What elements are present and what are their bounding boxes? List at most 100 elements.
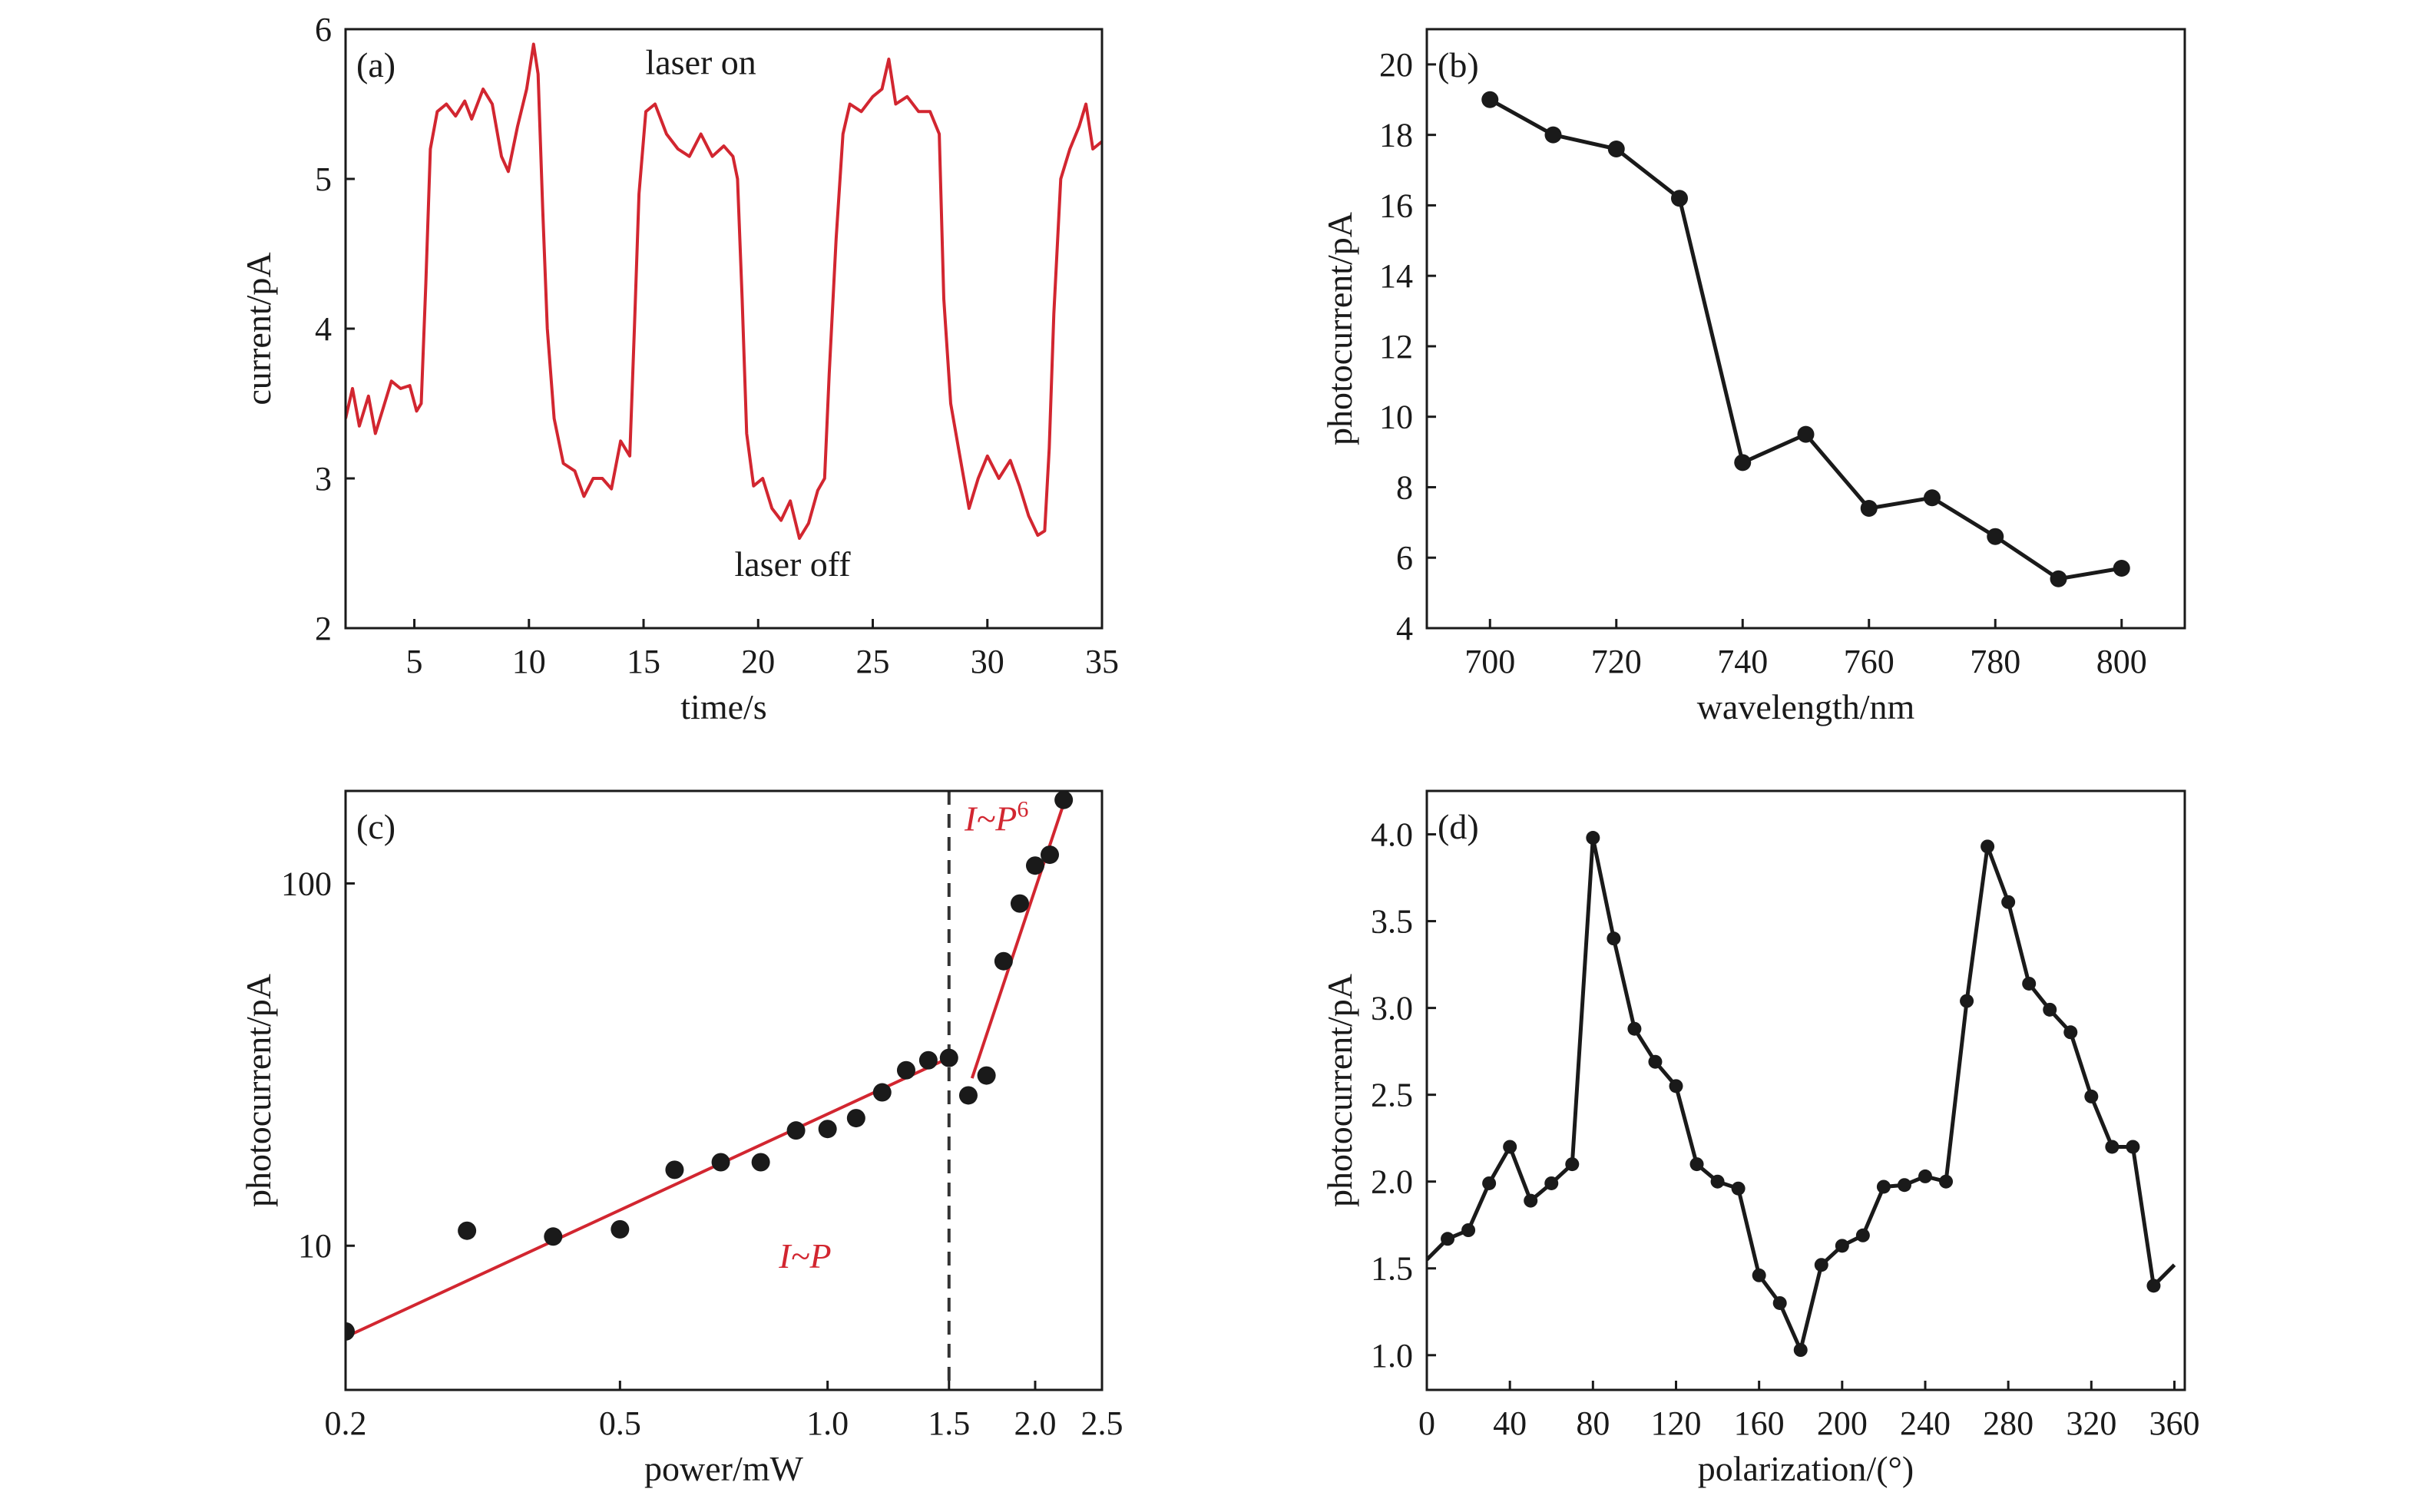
x-tick-label: 760 <box>1844 643 1894 680</box>
x-tick-label: 5 <box>406 643 423 680</box>
x-tick-label: 2.5 <box>1081 1404 1123 1442</box>
x-tick-label: 10 <box>512 643 546 680</box>
data-point <box>2126 1140 2140 1154</box>
y-tick-label: 12 <box>1379 328 1413 366</box>
data-point <box>2084 1089 2099 1103</box>
data-point <box>1041 845 1060 865</box>
x-tick-label: 0 <box>1418 1404 1435 1442</box>
data-point <box>958 1086 978 1105</box>
data-point <box>2146 1279 2161 1293</box>
data-point <box>2001 895 2016 909</box>
data-point <box>1482 1176 1497 1190</box>
data-point <box>1855 1228 1870 1242</box>
x-tick-label: 240 <box>1900 1404 1951 1442</box>
data-point <box>665 1160 684 1179</box>
data-point <box>977 1066 996 1085</box>
fit-line <box>970 795 1068 1079</box>
y-axis-title: current/pA <box>239 252 278 405</box>
data-point <box>1793 1343 1808 1357</box>
data-point <box>1524 1193 1538 1208</box>
data-point <box>1924 489 1941 507</box>
y-tick-label: 2.0 <box>1371 1163 1413 1201</box>
plot-area <box>1481 91 2130 587</box>
x-axis-title: time/s <box>680 687 766 726</box>
fit-label-text: I~P <box>778 1236 831 1275</box>
y-tick-label: 1.0 <box>1371 1337 1413 1375</box>
data-point <box>1586 831 1600 845</box>
data-point <box>939 1048 958 1067</box>
panel-label: (a) <box>356 45 395 84</box>
x-tick-label: 700 <box>1464 643 1515 680</box>
y-tick-label: 6 <box>315 11 332 48</box>
y-tick-label: 10 <box>298 1227 332 1265</box>
x-tick-label: 740 <box>1717 643 1768 680</box>
data-point <box>1710 1174 1725 1189</box>
data-point <box>1503 1140 1517 1154</box>
data-point <box>711 1153 730 1172</box>
y-tick-label: 16 <box>1379 187 1413 224</box>
data-point <box>1981 839 1995 854</box>
data-point <box>2043 1002 2057 1017</box>
data-point <box>1860 500 1878 517</box>
data-point <box>1481 91 1499 108</box>
data-point <box>1010 894 1029 913</box>
x-tick-label: 40 <box>1493 1404 1527 1442</box>
data-point <box>896 1060 915 1080</box>
data-point <box>1544 1176 1559 1190</box>
x-tick-label: 80 <box>1576 1404 1610 1442</box>
data-point <box>1441 1232 1455 1246</box>
data-point <box>1671 190 1688 207</box>
data-point <box>1752 1268 1766 1282</box>
data-point <box>2113 560 2130 577</box>
y-tick-label: 3 <box>315 460 332 498</box>
x-tick-label: 360 <box>2149 1404 2199 1442</box>
panel-label: (c) <box>356 807 395 846</box>
data-point <box>544 1227 563 1246</box>
fit-label-text: I~P <box>964 799 1017 838</box>
data-point <box>611 1219 630 1239</box>
panel-b: 700 720 740 760 780 800 4 6 8 10 12 14 16 18 20 wavelen… <box>1320 28 2186 726</box>
data-point <box>751 1153 770 1172</box>
y-tick-label: 14 <box>1379 257 1413 295</box>
x-tick-label: 2.0 <box>1014 1404 1056 1442</box>
panel-d: 0 40 80 120 160 200 240 280 320 360 1.0 1.5 2.0 2.5 3.… <box>1320 789 2199 1488</box>
data-point <box>818 1120 837 1139</box>
x-tick-label: 780 <box>1970 643 2020 680</box>
y-axis-title: photocurrent/pA <box>1320 974 1359 1207</box>
data-point <box>1797 425 1815 443</box>
x-axis-title: polarization/(°) <box>1698 1449 1914 1488</box>
data-point <box>786 1121 806 1140</box>
data-point <box>1627 1021 1642 1036</box>
data-point <box>872 1083 892 1102</box>
data-point <box>2105 1140 2120 1154</box>
plot-frame <box>1425 789 2186 1391</box>
panel-a: laser on laser off 5 10 15 20 25 30 35 2 3 4 5 6 time/… <box>239 11 1119 726</box>
x-tick-label: 1.5 <box>928 1404 970 1442</box>
data-point <box>1939 1174 1954 1189</box>
y-tick-label: 3.0 <box>1371 990 1413 1027</box>
y-tick-label: 5 <box>315 160 332 198</box>
plot-frame <box>344 789 1104 1391</box>
x-tick-label: 35 <box>1085 643 1119 680</box>
x-tick-label: 200 <box>1817 1404 1868 1442</box>
y-tick-label: 100 <box>281 865 332 902</box>
panel-label: (d) <box>1438 807 1479 846</box>
y-tick-label: 6 <box>1396 539 1413 577</box>
series-line <box>1427 835 2176 1352</box>
plot-area <box>1427 831 2176 1357</box>
y-tick-label: 18 <box>1379 117 1413 154</box>
data-point <box>846 1109 865 1128</box>
x-tick-label: 0.5 <box>599 1404 641 1442</box>
plot-area <box>346 42 1102 540</box>
data-point <box>1814 1258 1828 1272</box>
y-tick-label: 2.5 <box>1371 1077 1413 1114</box>
y-tick-label: 4 <box>1396 610 1413 647</box>
data-point <box>2022 976 2037 991</box>
data-point <box>1054 791 1074 809</box>
x-axis-title: power/mW <box>644 1449 804 1488</box>
data-point <box>1876 1179 1891 1194</box>
data-point <box>1987 528 2004 545</box>
plot-frame <box>1425 28 2186 630</box>
data-point <box>1835 1239 1849 1253</box>
